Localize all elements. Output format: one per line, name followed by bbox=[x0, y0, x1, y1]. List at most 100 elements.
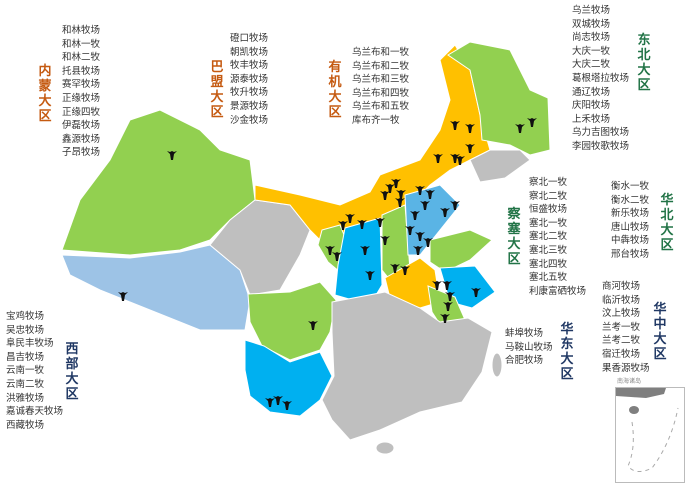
ranch-list-chasai: 察北一牧察北二牧恒盛牧场 塞北一牧塞北二牧 塞北三牧塞北四牧塞北五牧 利康富硒牧场 bbox=[529, 176, 586, 298]
ranch-name: 塞北四牧 bbox=[529, 258, 568, 270]
province-liaoning bbox=[469, 149, 531, 183]
ranch-name: 阜民丰牧场 bbox=[6, 338, 54, 350]
ranch-name: 李园牧歌牧场 bbox=[572, 140, 630, 152]
island-hainan bbox=[375, 441, 395, 455]
ranch-name: 鑫源牧场 bbox=[62, 133, 101, 145]
ranch-name: 通辽牧场 bbox=[572, 86, 611, 98]
ranch-name: 伊磊牧场 bbox=[62, 120, 101, 132]
province-yunnan bbox=[244, 339, 333, 417]
inset-title: 南海诸岛 bbox=[617, 378, 642, 385]
ranch-name: 源泰牧场 bbox=[230, 73, 269, 85]
ranch-name: 托县牧场 bbox=[62, 65, 101, 77]
south-china-sea-inset bbox=[615, 387, 685, 483]
ranch-name: 恒盛牧场 bbox=[529, 204, 568, 216]
ranch-name: 商河牧场 bbox=[602, 281, 641, 292]
ranch-name: 衡水二牧 bbox=[611, 194, 650, 206]
ranch-list-huadong: 蚌埠牧场马鞍山牧场合肥牧场 bbox=[505, 327, 553, 368]
ranch-name: 塞北二牧 bbox=[529, 231, 568, 243]
ranch-name: 沙金牧场 bbox=[230, 114, 269, 126]
ranch-name: 云南二牧 bbox=[6, 378, 45, 390]
ranch-list-bameng: 磴口牧场朝凯牧场牧丰牧场 源泰牧场牧升牧场 景源牧场沙金牧场 bbox=[230, 32, 268, 127]
ranch-name: 牧丰牧场 bbox=[230, 60, 269, 72]
ranch-name: 乌兰布和二牧 bbox=[352, 60, 410, 72]
ranch-name: 乌兰布和五牧 bbox=[352, 101, 410, 113]
ranch-name: 赛罕牧场 bbox=[62, 79, 101, 91]
ranch-name: 正缘四牧 bbox=[62, 106, 101, 118]
ranch-list-huazhong: 商河牧场临沂牧场汶上牧场 兰考一牧兰考二牧 宿迁牧场果香源牧场 bbox=[602, 280, 650, 375]
ranch-name: 塞北一牧 bbox=[529, 217, 568, 229]
ranch-name: 马鞍山牧场 bbox=[505, 341, 553, 353]
province-shandong bbox=[429, 229, 493, 273]
ranch-name: 汶上牧场 bbox=[602, 308, 641, 320]
ranch-name: 察北二牧 bbox=[529, 190, 568, 202]
ranch-name: 库布齐一牧 bbox=[352, 114, 400, 126]
ranch-name: 西藏牧场 bbox=[6, 419, 45, 431]
province-heilongjiang-jilin bbox=[447, 41, 551, 156]
ranch-list-neimeng: 和林牧场和林一牧和林二牧 托县牧场赛罕牧场 正缘牧场正缘四牧伊磊牧场 鑫源牧场子昂牧场 bbox=[62, 24, 100, 160]
ranch-name: 洪雅牧场 bbox=[6, 392, 45, 404]
ranch-name: 吴忠牧场 bbox=[6, 324, 45, 336]
ranch-list-dongbei: 乌兰牧场双城牧场尚志牧场 大庆一牧大庆二牧 葛根塔拉牧场 通辽牧场庆阳牧场 上禾牧场乌力… bbox=[572, 4, 629, 154]
ranch-name: 磴口牧场 bbox=[230, 33, 269, 44]
ranch-name: 塞北五牧 bbox=[529, 272, 568, 284]
ranch-name: 宿迁牧场 bbox=[602, 348, 641, 360]
ranch-name: 和林二牧 bbox=[62, 52, 101, 64]
ranch-name: 和林一牧 bbox=[62, 38, 101, 50]
ranch-list-huabei: 衡水一牧衡水二牧新乐牧场 唐山牧场中犇牧场 邢台牧场 bbox=[611, 180, 649, 262]
ranch-name: 合肥牧场 bbox=[505, 355, 544, 367]
ranch-name: 唐山牧场 bbox=[611, 221, 650, 233]
ranch-name: 尚志牧场 bbox=[572, 32, 611, 44]
region-label-huazhong: 华中大区 bbox=[653, 302, 667, 362]
ranch-name: 衡水一牧 bbox=[611, 181, 650, 192]
ranch-name: 景源牧场 bbox=[230, 100, 269, 112]
ranch-name: 新乐牧场 bbox=[611, 208, 650, 220]
region-label-neimeng: 内蒙大区 bbox=[38, 64, 52, 124]
region-label-xibu: 西部大区 bbox=[65, 342, 79, 402]
region-label-dongbei: 东北大区 bbox=[637, 33, 651, 93]
inset-map bbox=[616, 388, 679, 472]
ranch-list-xibu: 宝鸡牧场吴忠牧场阜民丰牧场 昌吉牧场云南一牧 云南二牧洪雅牧场嘉诚春天牧场 西藏牧场 bbox=[6, 310, 63, 432]
ranch-name: 中犇牧场 bbox=[611, 235, 650, 247]
ranch-name: 和林牧场 bbox=[62, 25, 101, 36]
ranch-name: 宝鸡牧场 bbox=[6, 311, 45, 322]
ranch-name: 云南一牧 bbox=[6, 365, 45, 377]
ranch-name: 昌吉牧场 bbox=[6, 351, 45, 363]
ranch-list-youji: 乌兰布和一牧 乌兰布和二牧 乌兰布和三牧 乌兰布和四牧 乌兰布和五牧 库布齐一牧 bbox=[352, 46, 409, 128]
region-label-youji: 有机大区 bbox=[328, 60, 342, 120]
ranch-name: 邢台牧场 bbox=[611, 248, 650, 260]
province-qinghai bbox=[209, 199, 311, 296]
ranch-name: 正缘牧场 bbox=[62, 92, 101, 104]
ranch-name: 牧升牧场 bbox=[230, 87, 269, 99]
ranch-name: 乌兰布和一牧 bbox=[352, 47, 410, 58]
ranch-name: 乌兰布和四牧 bbox=[352, 87, 410, 99]
ranch-name: 临沂牧场 bbox=[602, 294, 641, 306]
ranch-name: 利康富硒牧场 bbox=[529, 285, 587, 297]
ranch-name: 葛根塔拉牧场 bbox=[572, 72, 630, 84]
region-label-chasai: 察塞大区 bbox=[507, 207, 521, 267]
region-label-huadong: 华东大区 bbox=[560, 322, 574, 382]
region-label-bameng: 巴盟大区 bbox=[210, 60, 224, 120]
province-xinjiang bbox=[61, 109, 256, 256]
region-label-huabei: 华北大区 bbox=[660, 193, 674, 253]
ranch-name: 兰考一牧 bbox=[602, 321, 641, 333]
province-south-china bbox=[321, 291, 493, 441]
province-tibet bbox=[61, 244, 251, 331]
ranch-name: 大庆二牧 bbox=[572, 59, 611, 71]
ranch-name: 察北一牧 bbox=[529, 177, 568, 188]
ranch-name: 乌兰布和三牧 bbox=[352, 74, 410, 86]
ranch-name: 乌力吉图牧场 bbox=[572, 127, 630, 139]
ranch-name: 兰考二牧 bbox=[602, 335, 641, 347]
ranch-name: 嘉诚春天牧场 bbox=[6, 406, 64, 418]
ranch-name: 上禾牧场 bbox=[572, 113, 611, 125]
ranch-name: 蚌埠牧场 bbox=[505, 328, 544, 339]
ranch-name: 庆阳牧场 bbox=[572, 100, 611, 112]
ranch-name: 双城牧场 bbox=[572, 18, 611, 30]
ranch-name: 果香源牧场 bbox=[602, 362, 650, 374]
ranch-name: 乌兰牧场 bbox=[572, 5, 611, 16]
ranch-name: 子昂牧场 bbox=[62, 147, 101, 159]
ranch-name: 大庆一牧 bbox=[572, 45, 611, 57]
ranch-name: 塞北三牧 bbox=[529, 244, 568, 256]
ranch-name: 朝凯牧场 bbox=[230, 46, 269, 58]
province-sichuan bbox=[247, 281, 337, 361]
